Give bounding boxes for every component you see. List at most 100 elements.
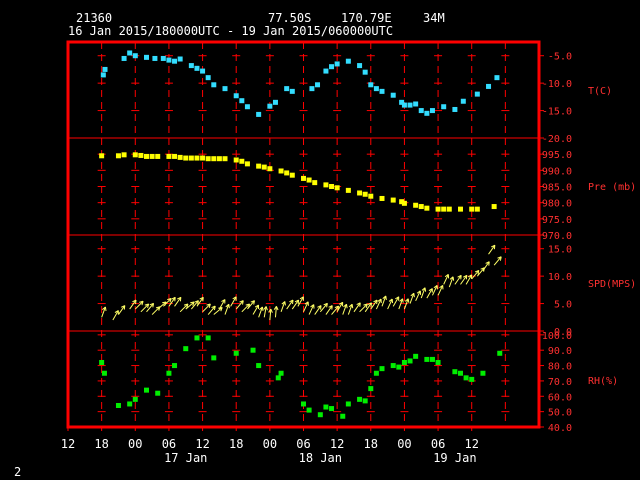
- pressure-point: [306, 177, 312, 183]
- y-axis-label: RH(%): [588, 376, 618, 387]
- humidity-point: [452, 369, 458, 375]
- temperature-point: [100, 72, 106, 78]
- y-tick-label: 60.0: [548, 392, 572, 403]
- humidity-point: [275, 375, 281, 381]
- wind-arrow: [426, 288, 433, 299]
- pressure-point: [334, 185, 340, 191]
- temperature-point: [166, 57, 172, 63]
- pressure-point: [155, 153, 161, 159]
- y-tick-label: 975.0: [542, 215, 572, 226]
- wind-arrow: [196, 296, 204, 307]
- wind-arrow: [263, 306, 268, 318]
- pressure-point: [323, 182, 329, 188]
- wind-arrow: [415, 290, 422, 302]
- pressure-point: [469, 206, 475, 212]
- wind-arrow: [174, 296, 182, 307]
- wind-arrow: [134, 300, 144, 310]
- humidity-point: [340, 413, 346, 419]
- humidity-point: [458, 370, 463, 376]
- wind-arrow: [448, 276, 455, 288]
- temperature-point: [132, 53, 138, 59]
- temperature-point: [413, 101, 419, 107]
- humidity-point: [429, 356, 435, 362]
- temperature-point: [284, 86, 290, 92]
- pressure-point: [132, 152, 138, 158]
- temperature-point: [373, 86, 379, 92]
- x-tick-label: 12: [330, 437, 344, 451]
- pressure-point: [357, 190, 363, 196]
- pressure-point: [413, 202, 419, 208]
- pressure-point: [458, 206, 463, 212]
- wind-arrow: [493, 256, 502, 266]
- temperature-point: [390, 92, 396, 98]
- pressure-point: [284, 170, 290, 176]
- wind-arrow: [129, 299, 137, 310]
- pressure-point: [424, 205, 430, 211]
- pressure-point: [379, 195, 385, 201]
- wind-arrow: [273, 306, 279, 318]
- wind-arrow: [140, 303, 150, 313]
- humidity-point: [250, 347, 256, 353]
- x-tick-label: 12: [464, 437, 478, 451]
- pressure-point: [474, 206, 480, 212]
- y-tick-label: -5.0: [548, 52, 572, 63]
- x-tick-label: 18: [364, 437, 378, 451]
- temperature-point: [362, 69, 368, 75]
- wind-arrow: [392, 296, 400, 307]
- y-tick-label: 10.0: [548, 272, 572, 283]
- temperature-point: [194, 65, 200, 71]
- temperature-point: [474, 91, 480, 97]
- wind-arrow: [342, 303, 348, 315]
- pressure-point: [216, 156, 222, 162]
- pressure-point: [362, 191, 368, 197]
- humidity-point: [306, 407, 312, 413]
- temperature-point: [323, 68, 329, 74]
- humidity-point: [256, 363, 262, 369]
- wind-arrow: [190, 300, 199, 310]
- wind-arrow: [179, 303, 189, 313]
- temperature-point: [452, 106, 458, 112]
- wind-arrow: [235, 300, 244, 310]
- humidity-point: [329, 406, 335, 412]
- wind-arrow: [168, 296, 176, 307]
- humidity-point: [463, 375, 469, 381]
- y-tick-label: 15.0: [548, 245, 572, 256]
- temperature-point: [407, 102, 413, 108]
- temperature-point: [424, 110, 430, 116]
- wind-arrow: [353, 302, 361, 313]
- wind-arrow: [460, 274, 468, 285]
- y-tick-label: 0.0: [554, 327, 572, 338]
- temperature-point: [401, 102, 407, 108]
- wind-arrow: [465, 274, 473, 285]
- pressure-point: [278, 168, 284, 174]
- latitude: 77.50S: [268, 11, 312, 25]
- humidity-point: [172, 363, 178, 369]
- wind-arrow: [359, 303, 368, 313]
- humidity-point: [435, 359, 441, 365]
- y-tick-label: 70.0: [548, 377, 572, 388]
- humidity-point: [469, 376, 475, 382]
- temperature-point: [121, 55, 127, 61]
- y-tick-label: 990.0: [542, 166, 572, 177]
- humidity-point: [183, 346, 189, 352]
- temperature-point: [309, 86, 315, 92]
- temperature-point: [239, 98, 245, 104]
- pressure-point: [261, 164, 267, 170]
- wind-arrow: [185, 301, 195, 310]
- humidity-point: [301, 401, 306, 407]
- wind-arrow: [347, 303, 354, 315]
- temperature-point: [177, 56, 183, 62]
- humidity-point: [368, 386, 374, 392]
- wind-arrow: [325, 305, 333, 315]
- wind-arrow: [336, 301, 344, 313]
- humidity-point: [323, 404, 329, 410]
- temperature-point: [418, 108, 424, 114]
- temperature-point: [315, 82, 321, 88]
- wind-arrow: [488, 244, 496, 255]
- x-tick-label: 06: [296, 437, 310, 451]
- wind-arrow: [207, 305, 216, 315]
- humidity-point: [211, 355, 217, 361]
- humidity-point: [205, 335, 211, 341]
- x-tick-label: 06: [162, 437, 176, 451]
- humidity-point: [413, 353, 419, 359]
